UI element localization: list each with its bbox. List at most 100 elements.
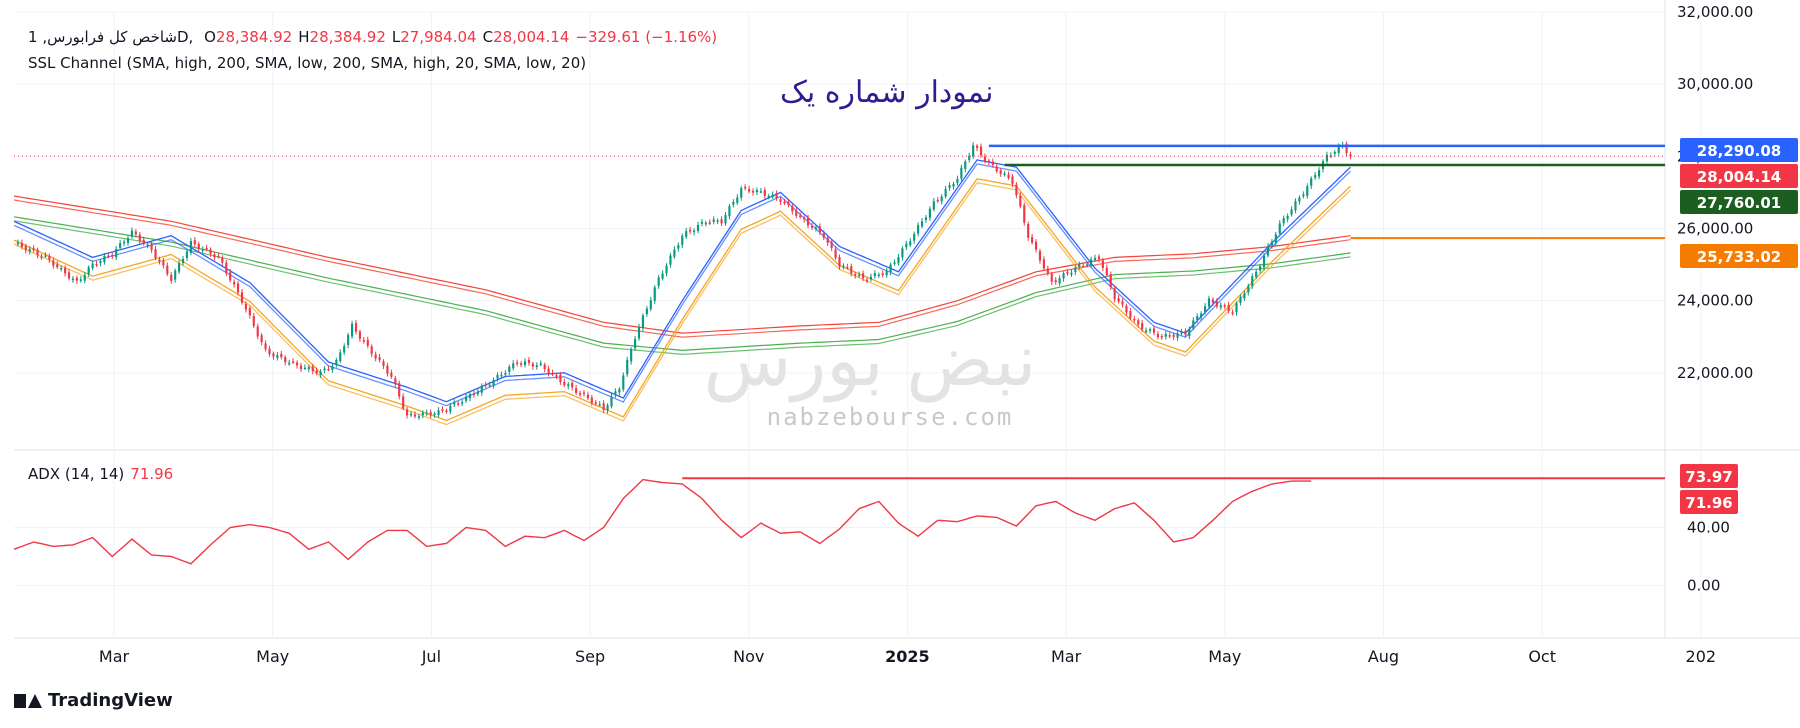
candle-body [1219,305,1222,308]
candle-body [995,166,998,172]
candle-body [952,184,955,187]
candle-body [1034,241,1038,250]
candle-body [1168,335,1171,337]
candle-body [759,191,762,193]
price-axis[interactable]: 22,000.0024,000.0026,000.0028,000.0030,0… [1677,3,1798,595]
candle-body [331,365,334,370]
low-label: L [391,28,401,46]
candle-body [661,273,664,279]
candle-body [508,366,511,372]
legend-adx[interactable]: ADX (14, 14) 71.96 [28,465,179,483]
candle-body [284,357,287,363]
candle-body [205,247,208,250]
candle-body [437,410,440,416]
candle-body [484,384,487,386]
candle-body [1027,224,1030,238]
candle-body [99,260,102,264]
candle-body [111,254,114,257]
candle-body [869,276,873,280]
candle-body [1152,328,1156,333]
price-label-box [1680,164,1798,188]
candle-body [948,185,951,189]
candle-body [233,281,236,285]
price-tick-label: 22,000.00 [1677,364,1753,382]
candle-body [1113,288,1116,300]
candle-body [1333,152,1336,154]
candle-body [146,244,149,246]
candle-body [685,231,688,237]
ssl-20-high-line [13,159,1351,403]
candle-body [979,146,983,156]
candle-body [307,367,310,370]
candle-body [472,393,476,395]
candle-body [610,396,613,407]
candle-body [1058,278,1061,284]
candle-body [1251,276,1254,287]
candle-body [740,188,743,198]
candle-body [720,219,723,224]
candle-body [1239,297,1242,303]
watermark-url: nabzebourse.com [767,403,1014,431]
candle-body [193,240,196,245]
candle-body [1097,256,1101,260]
candle-body [865,279,869,282]
candle-body [689,229,692,232]
legend-indicator[interactable]: SSL Channel (SMA, high, 200, SMA, low, 2… [28,54,587,72]
price-tick-label: 32,000.00 [1677,3,1753,21]
candle-body [1007,174,1010,178]
candle-body [398,383,401,397]
time-tick-label: Jul [421,647,441,666]
adx-label-text: 71.96 [1685,494,1732,512]
candle-body [751,190,755,193]
candle-body [370,346,373,354]
candle-body [1259,266,1262,271]
candle-body [783,201,786,204]
price-tick-label: 30,000.00 [1677,75,1753,93]
legend-symbol-row[interactable]: شاخص کل فرابورس, 1D, O28,384.92 H28,384.9… [28,28,723,46]
candle-body [1003,173,1006,176]
adx-label-box [1680,490,1738,514]
time-axis[interactable]: Mar May Jul Sep Nov 2025 Mar May Aug Oct 202 [99,647,1716,666]
close-value: 28,004.14 [493,28,570,46]
candle-body [653,287,656,301]
candle-body [944,189,947,197]
candle-body [728,206,731,217]
price-label: 28,290.08 [1680,138,1798,162]
candle-body [614,391,617,396]
candle-body [1086,264,1089,266]
adx-value: 71.96 [130,465,174,483]
candle-body [1141,323,1144,330]
candle-body [1184,330,1187,335]
candle-body [567,384,570,387]
candle-body [928,208,931,218]
candle-body [932,201,935,210]
candle-body [637,326,641,339]
candle-body [810,225,814,228]
candle-body [229,272,232,281]
candle-body [476,391,479,395]
candle-body [795,210,798,216]
candle-body [1192,320,1195,329]
candle-body [1050,273,1053,282]
candle-body [1286,215,1289,220]
candle-body [622,375,625,390]
candle-body [630,349,633,362]
candle-body [390,372,393,377]
candle-body [913,233,916,241]
tradingview-brand[interactable]: TradingView [14,690,173,711]
candle-body [95,263,98,266]
candle-body [64,267,67,274]
candle-body [1310,178,1313,186]
candle-body [158,259,161,262]
candle-body [787,201,790,205]
candle-body [170,274,173,281]
candle-body [323,368,326,371]
candle-body [936,199,939,202]
candle-body [260,335,263,343]
candle-body [1317,170,1321,177]
candle-body [909,241,912,246]
candle-body [1231,312,1234,314]
adx-label-box [1680,464,1738,488]
candle-body [535,365,538,368]
